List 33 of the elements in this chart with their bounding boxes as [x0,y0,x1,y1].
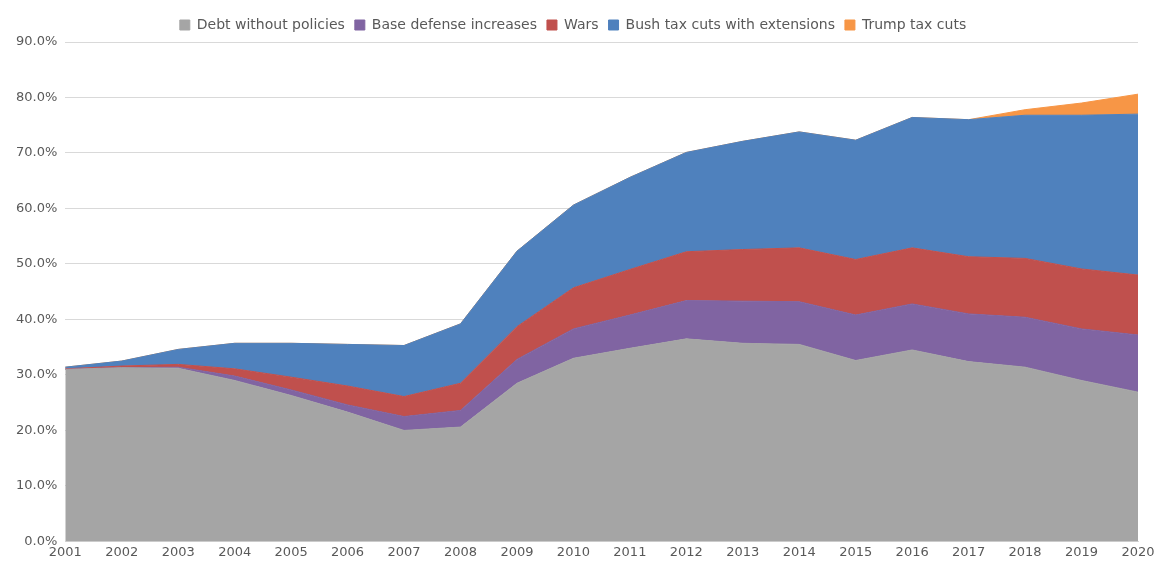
x-tick-label: 2004 [218,543,252,559]
x-tick-label: 2008 [443,543,478,559]
x-tick-label: 2011 [613,543,647,559]
y-tick-label: 40.0% [15,310,58,326]
x-tick-label: 2013 [726,543,760,559]
y-tick-label: 60.0% [15,199,58,215]
x-tick-label: 2012 [669,543,703,559]
y-tick-label: 10.0% [15,477,58,493]
y-tick-label: 30.0% [15,366,58,382]
x-tick-label: 2006 [331,543,365,559]
legend-label: Wars [563,15,599,32]
legend-label: Trump tax cuts [860,15,967,32]
x-tick-label: 2002 [105,543,139,559]
x-tick-label: 2003 [161,543,195,559]
y-tick-label: 20.0% [15,421,58,437]
x-tick-label: 2014 [782,543,816,559]
y-tick-label: 80.0% [15,88,58,104]
x-tick-label: 2009 [500,543,534,559]
y-tick-label: 50.0% [15,255,58,271]
x-tick-label: 2015 [839,543,873,559]
x-tick-label: 2005 [274,543,308,559]
legend-label: Debt without policies [196,15,345,32]
legend-label: Bush tax cuts with extensions [625,15,835,32]
x-tick-label: 2010 [556,543,590,559]
x-tick-label: 2018 [1008,543,1042,559]
y-tick-label: 90.0% [15,33,58,49]
x-tick-label: 2019 [1065,543,1099,559]
x-tick-label: 2007 [387,543,421,559]
legend-label: Base defense increases [371,15,537,32]
y-tick-label: 70.0% [15,144,58,160]
x-tick-label: 2020 [1121,543,1155,559]
x-tick-label: 2017 [952,543,986,559]
x-tick-label: 2016 [895,543,929,559]
